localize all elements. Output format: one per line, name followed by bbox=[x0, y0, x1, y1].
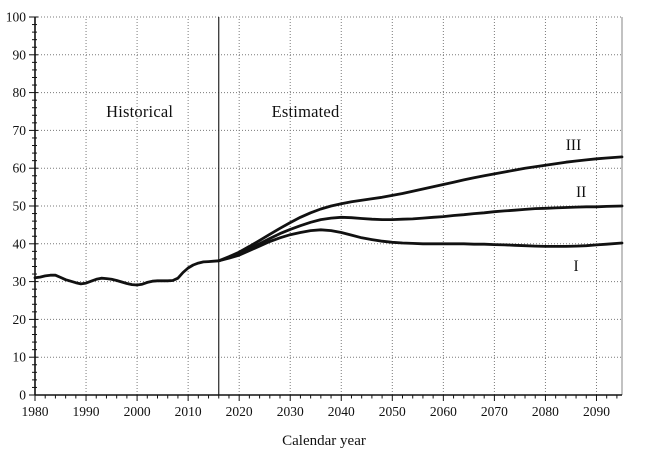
y-tick-label: 50 bbox=[13, 199, 27, 214]
series-line-iii bbox=[217, 155, 624, 263]
y-tick-label: 90 bbox=[13, 47, 27, 62]
y-tick-label: 40 bbox=[13, 236, 27, 251]
y-tick-label: 100 bbox=[6, 10, 27, 25]
y-tick-label: 80 bbox=[13, 85, 27, 100]
x-tick-label: 2010 bbox=[175, 404, 202, 419]
y-tick-label: 70 bbox=[13, 123, 27, 138]
x-tick-label: 2090 bbox=[583, 404, 610, 419]
x-tick-label: 2020 bbox=[226, 404, 253, 419]
series-line-historical bbox=[33, 259, 221, 287]
y-tick-label: 60 bbox=[13, 161, 27, 176]
x-tick-label: 1980 bbox=[22, 404, 49, 419]
x-tick-label: 2000 bbox=[124, 404, 151, 419]
series-line-i bbox=[217, 228, 624, 263]
x-axis-title: Calendar year bbox=[282, 433, 366, 449]
x-tick-label: 2070 bbox=[481, 404, 508, 419]
y-tick-label: 0 bbox=[19, 388, 26, 403]
series-line-ii bbox=[217, 204, 624, 263]
x-tick-label: 2060 bbox=[430, 404, 457, 419]
x-tick-label: 2040 bbox=[328, 404, 355, 419]
x-tick-label: 1990 bbox=[73, 404, 100, 419]
y-tick-label: 30 bbox=[13, 274, 27, 289]
y-tick-label: 10 bbox=[13, 350, 27, 365]
x-tick-label: 2050 bbox=[379, 404, 406, 419]
x-tick-label: 2030 bbox=[277, 404, 304, 419]
y-tick-label: 20 bbox=[13, 312, 27, 327]
x-tick-label: 2080 bbox=[532, 404, 559, 419]
